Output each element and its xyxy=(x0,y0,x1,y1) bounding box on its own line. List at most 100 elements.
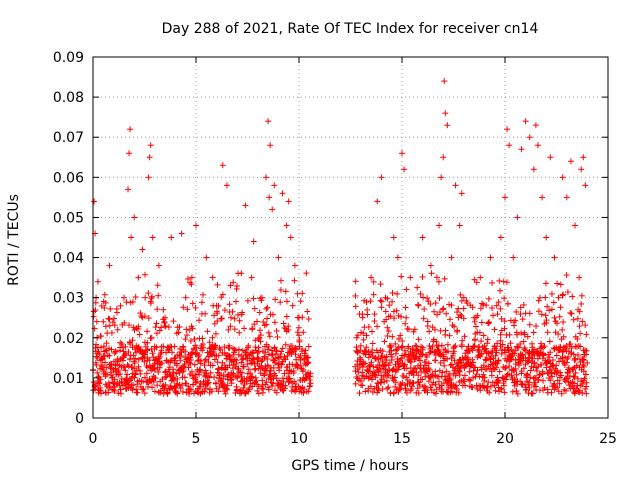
data-point xyxy=(145,174,152,181)
data-point xyxy=(577,343,584,350)
data-point xyxy=(504,300,511,307)
data-point xyxy=(148,295,155,302)
data-point xyxy=(95,380,102,387)
data-point xyxy=(136,331,143,338)
data-point xyxy=(511,350,518,357)
data-point xyxy=(193,222,199,229)
data-point xyxy=(114,361,121,368)
data-point xyxy=(200,341,207,348)
data-point xyxy=(416,382,423,389)
data-point xyxy=(117,347,124,354)
data-point xyxy=(431,308,438,315)
data-point xyxy=(417,290,424,297)
data-point xyxy=(232,347,239,354)
data-point xyxy=(570,316,577,323)
data-point xyxy=(236,317,243,324)
data-point xyxy=(385,328,392,335)
data-point xyxy=(365,348,372,355)
data-point xyxy=(567,309,574,316)
data-point xyxy=(539,194,546,201)
data-point xyxy=(265,386,272,393)
data-point xyxy=(228,314,235,321)
data-point xyxy=(491,326,498,333)
data-point xyxy=(580,356,587,363)
data-point xyxy=(243,376,250,383)
data-point xyxy=(283,313,290,320)
data-point xyxy=(355,368,362,375)
data-point xyxy=(578,292,585,299)
data-point xyxy=(177,352,184,359)
data-point xyxy=(160,343,167,350)
data-point xyxy=(570,351,577,358)
data-point xyxy=(297,298,304,305)
data-point xyxy=(241,325,248,332)
data-point xyxy=(222,385,229,392)
data-point xyxy=(418,368,425,375)
data-point xyxy=(425,360,432,367)
data-point xyxy=(135,356,142,363)
data-point xyxy=(106,352,113,359)
data-point xyxy=(150,365,157,372)
data-point xyxy=(254,387,261,394)
data-point xyxy=(245,366,252,373)
data-point xyxy=(133,349,140,356)
y-tick-label: 0.02 xyxy=(53,331,84,347)
data-point xyxy=(542,280,549,287)
data-point xyxy=(249,374,256,381)
data-point xyxy=(548,290,555,297)
data-point xyxy=(542,312,549,319)
data-point xyxy=(200,291,207,298)
data-point xyxy=(112,348,119,355)
data-point xyxy=(509,388,516,395)
data-point xyxy=(250,295,257,302)
data-point xyxy=(551,381,558,388)
data-point xyxy=(379,348,386,355)
data-point xyxy=(153,330,160,337)
data-point xyxy=(508,356,515,363)
data-point xyxy=(100,318,107,325)
data-point xyxy=(277,287,284,294)
data-point xyxy=(432,352,439,359)
data-point xyxy=(488,372,495,379)
data-point xyxy=(497,337,504,344)
data-point xyxy=(179,388,186,395)
data-point xyxy=(304,359,311,366)
data-point xyxy=(527,374,534,381)
data-point xyxy=(158,360,165,367)
data-point xyxy=(393,347,400,354)
data-point xyxy=(265,329,272,336)
data-point xyxy=(230,370,237,377)
data-point xyxy=(526,379,533,386)
data-point xyxy=(378,379,385,386)
data-point xyxy=(209,362,216,369)
data-point xyxy=(298,365,305,372)
data-point xyxy=(277,299,284,306)
data-point xyxy=(426,328,433,335)
data-point xyxy=(411,326,418,333)
data-point xyxy=(215,302,222,309)
data-point xyxy=(291,262,298,269)
data-point xyxy=(446,301,453,308)
data-point xyxy=(495,299,502,306)
data-point xyxy=(183,332,190,339)
data-point xyxy=(443,310,450,317)
data-point xyxy=(446,332,453,339)
data-point xyxy=(132,355,139,362)
data-point xyxy=(478,319,485,326)
data-point xyxy=(231,326,238,333)
data-point xyxy=(392,340,399,347)
data-point xyxy=(139,386,146,393)
data-point xyxy=(235,346,242,353)
data-point xyxy=(390,390,397,397)
data-point xyxy=(391,374,398,381)
data-point xyxy=(494,374,501,381)
data-point xyxy=(583,331,590,338)
data-point xyxy=(279,190,286,197)
data-point xyxy=(278,361,285,368)
data-point xyxy=(467,377,474,384)
data-point xyxy=(452,342,459,349)
data-point xyxy=(572,369,579,376)
data-point xyxy=(122,343,129,350)
data-point xyxy=(211,342,218,349)
